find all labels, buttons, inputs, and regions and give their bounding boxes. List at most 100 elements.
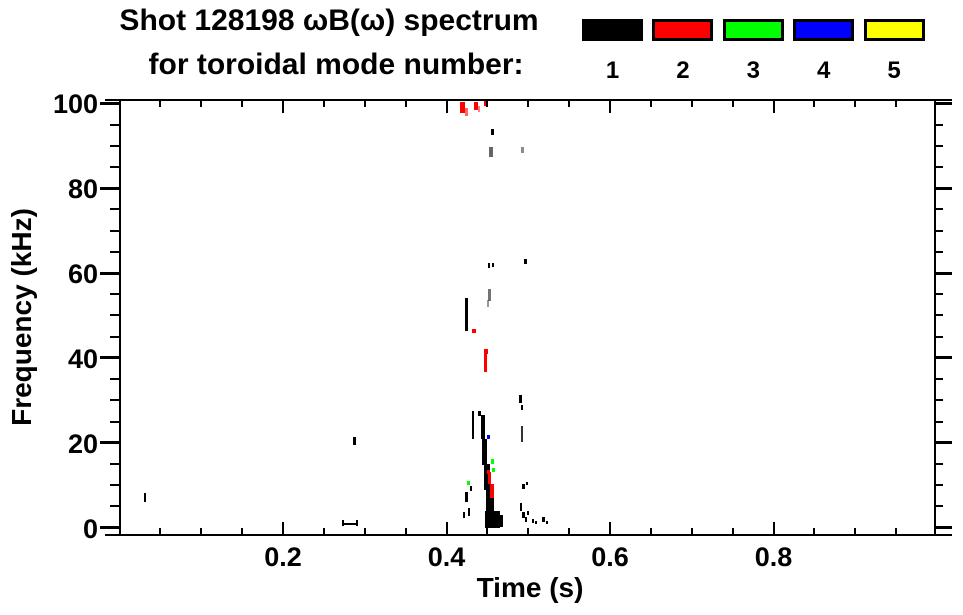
data-mark-n=1 [545,520,548,524]
y-minor-tick-right [935,420,943,423]
y-tick-label-0: 0 [82,513,98,544]
x-minor-tick-bottom [363,528,366,535]
x-major-tick-bottom [445,522,448,535]
data-mark-n=1 [488,263,490,269]
y-minor-tick-right [935,144,943,147]
x-minor-tick-bottom [404,528,407,535]
data-mark-n=1 [486,300,489,308]
data-mark-n=2 [484,349,488,372]
data-mark-n=1 [521,405,524,411]
x-minor-tick-top [731,100,734,107]
left-axis-line [119,99,121,536]
y-minor-tick-right [935,462,943,465]
x-major-tick-top [772,100,775,113]
y-major-tick-right [935,441,952,445]
data-mark-n=3 [490,459,494,465]
data-mark-n=1 [541,517,545,523]
y-minor-tick-left [110,335,120,338]
y-major-tick-right [935,186,952,190]
y-major-tick-left [100,186,120,190]
y-minor-tick-right [935,399,943,402]
data-mark-n=1 [464,492,468,503]
y-major-tick-left [100,356,120,360]
legend-swatch-mode-3 [722,19,784,41]
y-minor-tick-right [935,250,943,253]
data-mark-n=3 [466,481,470,486]
y-minor-tick-right [935,229,943,232]
data-mark-n=1 [531,518,534,523]
data-mark-n=2 [459,102,465,114]
data-mark-n=1 [489,147,494,158]
x-tick-label-0.6: 0.6 [591,542,629,572]
y-minor-tick-left [110,165,120,168]
y-minor-tick-left [110,378,120,381]
x-minor-tick-bottom [895,528,898,535]
data-mark-n=1 [521,511,525,518]
data-mark-n=1 [482,439,487,466]
x-minor-tick-top [200,100,203,107]
y-axis-title: Frequency (kHz) [6,208,37,426]
x-minor-tick-bottom [241,528,244,535]
y-major-tick-right [935,101,952,105]
data-mark-n=2 [477,105,480,112]
data-mark-n=1 [526,481,529,485]
x-minor-tick-top [690,100,693,107]
data-mark-n=1 [472,410,475,439]
legend-label-mode-1: 1 [605,57,620,84]
x-minor-tick-bottom [690,528,693,535]
y-major-tick-right [935,356,952,360]
y-minor-tick-left [110,505,120,508]
x-minor-tick-top [363,100,366,107]
data-mark-n=1 [520,146,524,153]
x-axis-title: Time (s) [476,572,584,603]
x-minor-tick-top [649,100,652,107]
y-minor-tick-left [110,484,120,487]
y-major-tick-right [935,526,952,530]
data-mark-n=1 [485,489,494,512]
y-minor-tick-left [110,462,120,465]
x-major-tick-top [445,100,448,113]
y-major-tick-left [100,526,120,530]
y-tick-label-80: 80 [67,174,98,205]
x-minor-tick-bottom [159,528,162,535]
data-mark-n=1 [524,258,528,264]
x-minor-tick-bottom [200,528,203,535]
x-minor-tick-bottom [527,528,530,535]
y-tick-label-60: 60 [67,259,98,290]
data-mark-n=1 [534,521,537,525]
legend-swatch-mode-5 [863,19,925,41]
data-mark-n=3 [492,467,495,472]
y-minor-tick-left [110,123,120,126]
x-minor-tick-bottom [322,528,325,535]
y-minor-tick-left [110,144,120,147]
data-mark-n=1 [353,437,357,446]
y-minor-tick-left [110,250,120,253]
data-mark-n=1 [465,297,469,331]
data-mark-n=1 [491,262,494,267]
data-mark-n=1 [477,411,481,417]
x-tick-label-0.8: 0.8 [754,542,793,572]
x-minor-tick-bottom [731,528,734,535]
legend-swatch-mode-1 [582,19,643,41]
y-minor-tick-right [935,335,943,338]
bottom-axis-line [105,534,952,536]
x-minor-tick-top [241,100,244,107]
data-mark-n=2 [483,100,487,106]
x-major-tick-bottom [772,522,775,535]
x-minor-tick-bottom [649,528,652,535]
y-tick-label-40: 40 [67,343,98,374]
y-minor-tick-right [935,505,943,508]
y-minor-tick-right [935,293,943,296]
data-mark-n=2 [483,349,488,355]
x-minor-tick-top [404,100,407,107]
data-mark-n=2 [471,329,476,334]
x-minor-tick-top [895,100,898,107]
x-minor-tick-top [568,100,571,107]
data-mark-n=2 [474,102,478,111]
x-minor-tick-bottom [568,528,571,535]
y-minor-tick-left [110,314,120,317]
data-mark-n=2 [488,471,492,484]
data-mark-n=1 [341,519,344,526]
y-major-tick-right [935,271,952,275]
